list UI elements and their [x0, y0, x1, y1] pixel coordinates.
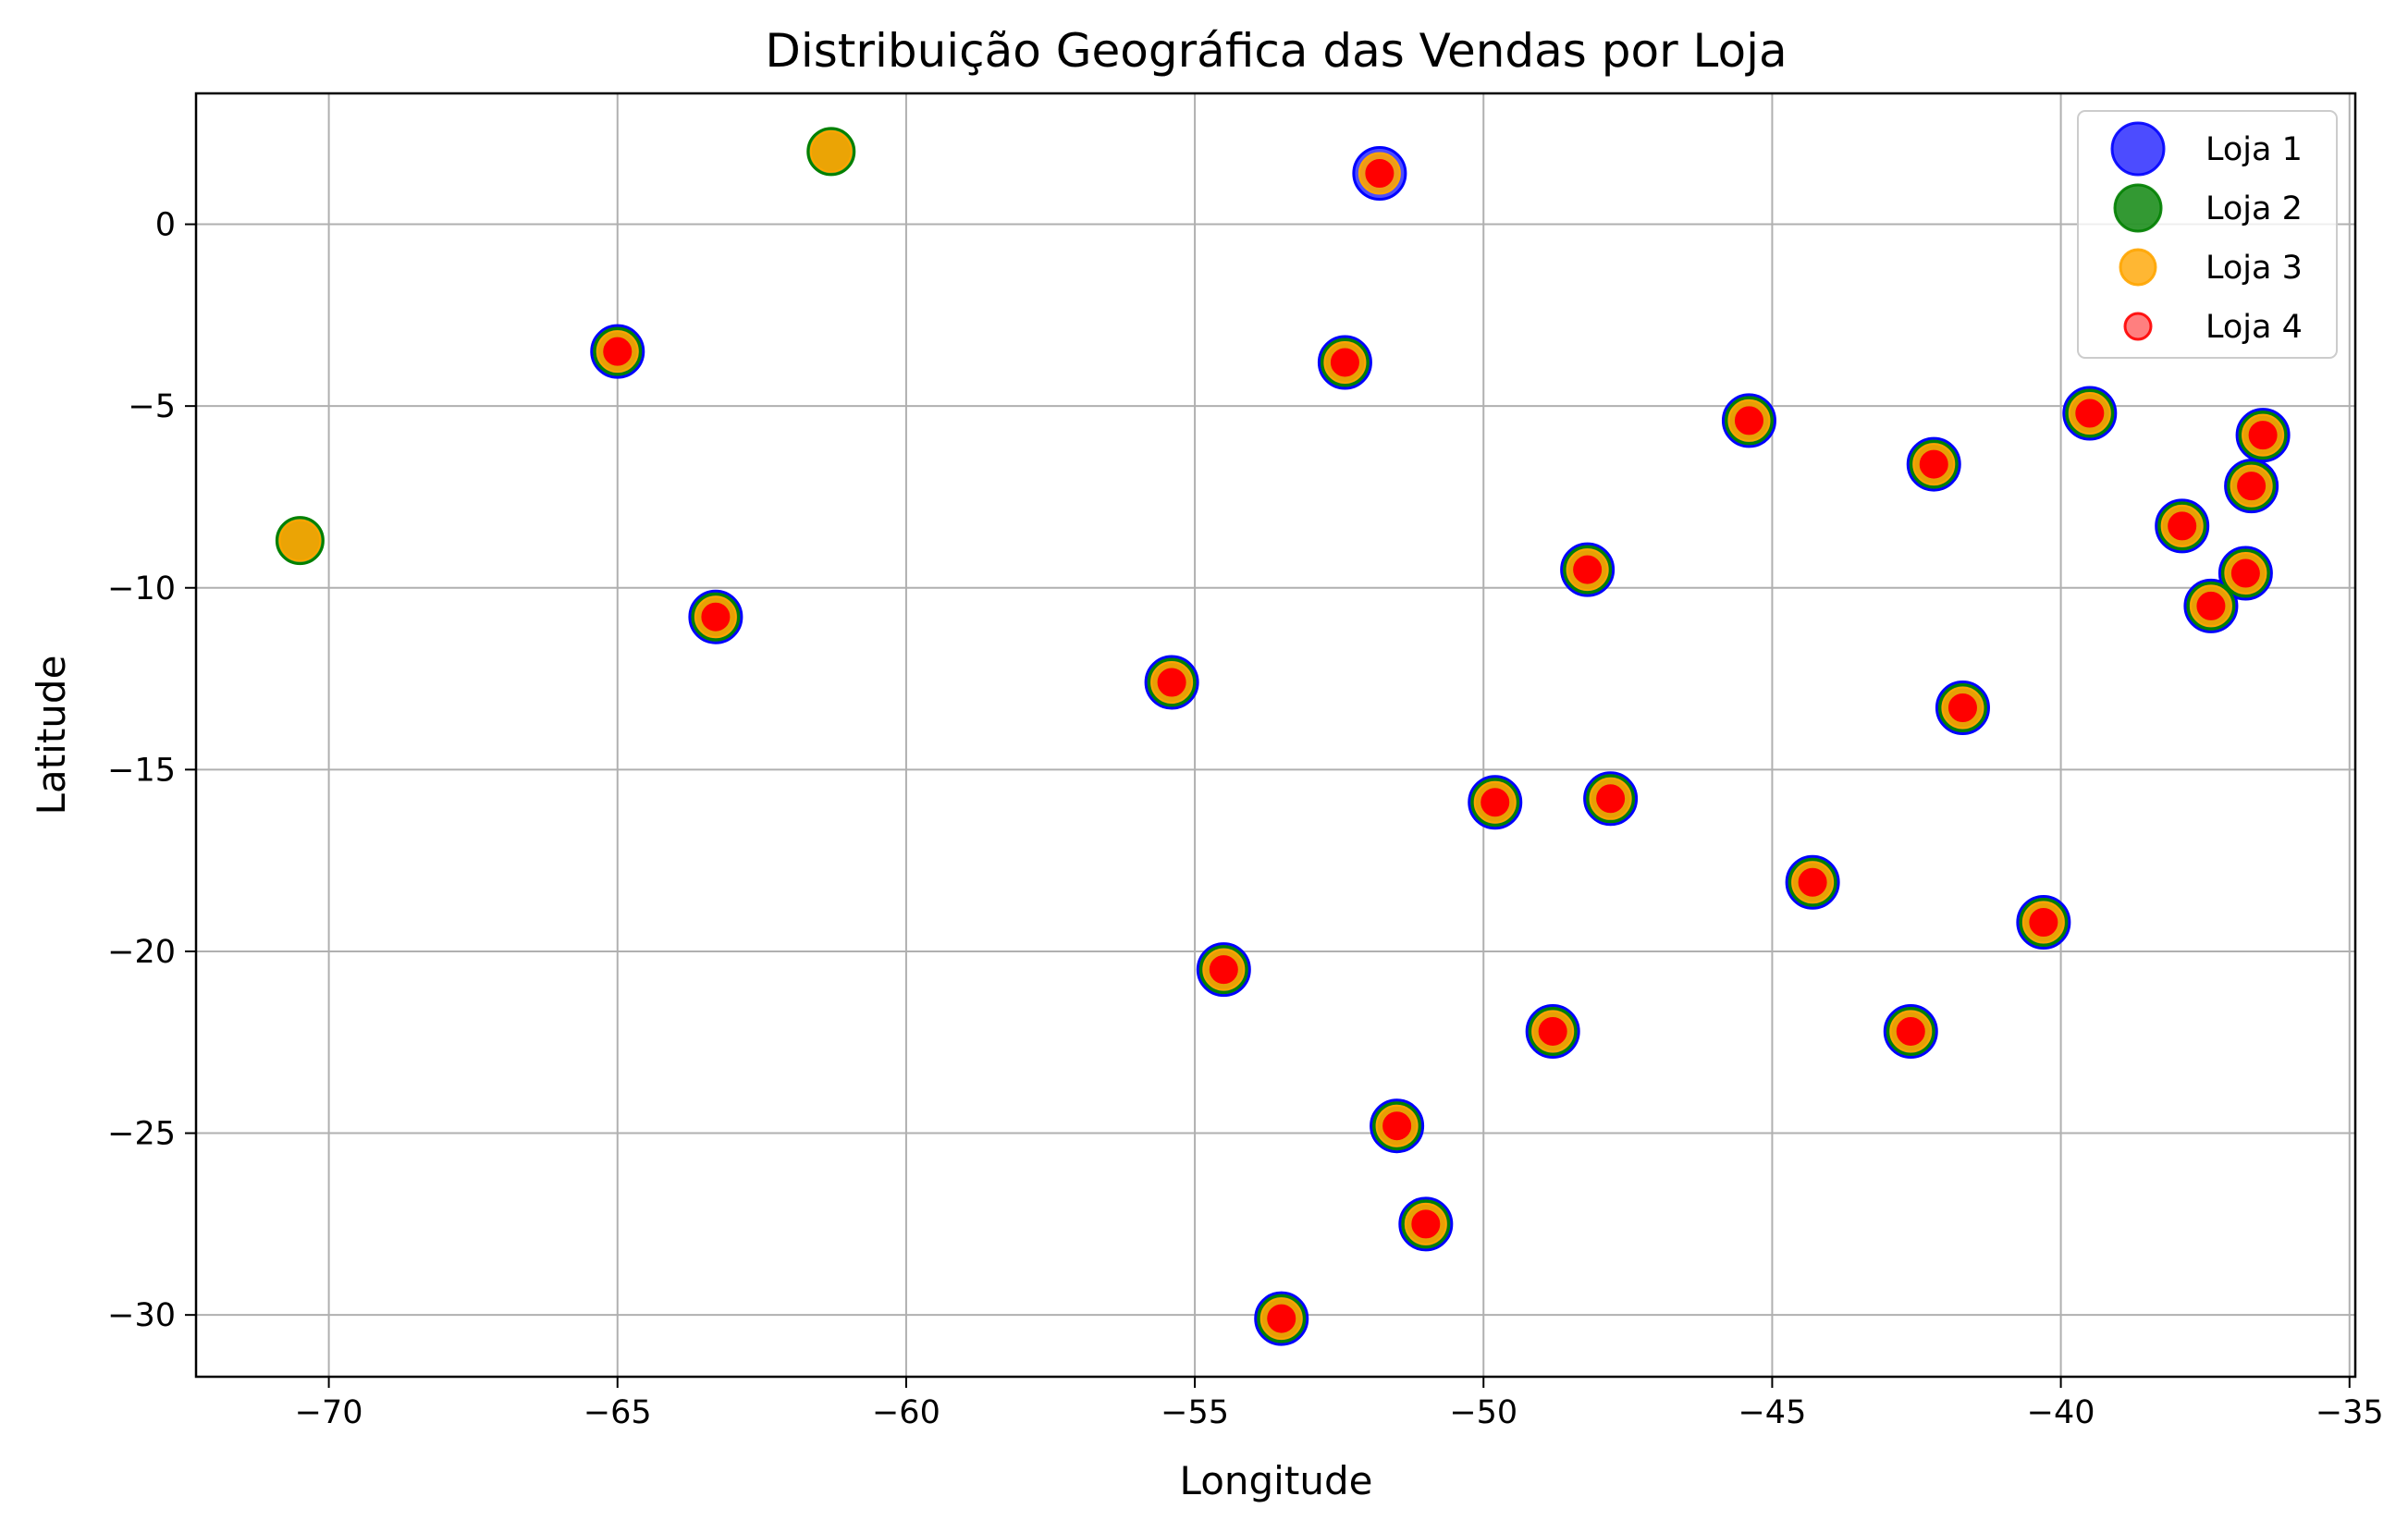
series-4-points — [603, 159, 2278, 1333]
x-tick-label: −40 — [2027, 1394, 2095, 1431]
x-tick-label: −35 — [2316, 1394, 2384, 1431]
series-4-point — [2237, 472, 2267, 501]
y-tick-label: 0 — [155, 207, 176, 244]
legend-label: Loja 3 — [2205, 250, 2303, 287]
x-tick-label: −55 — [1161, 1394, 1229, 1431]
series-4-point — [1896, 1016, 1925, 1046]
y-tick-label: −30 — [107, 1297, 176, 1334]
legend-marker — [2119, 248, 2157, 287]
y-tick-label: −20 — [107, 934, 176, 971]
x-tick-label: −60 — [872, 1394, 940, 1431]
series-4-point — [2029, 907, 2058, 937]
legend-marker — [2110, 121, 2166, 177]
x-tick-label: −65 — [584, 1394, 652, 1431]
series-4-point — [1734, 406, 1763, 435]
series-4-point — [1209, 955, 1238, 985]
legend-marker — [2113, 183, 2163, 233]
legend-label: Loja 4 — [2205, 309, 2303, 346]
series-4-point — [2248, 421, 2278, 450]
plot-frame — [194, 92, 2357, 1379]
series-3-point — [278, 519, 322, 562]
series-4-point — [1330, 348, 1359, 377]
y-tick-label: −25 — [107, 1116, 176, 1153]
series-4-point — [1919, 449, 1948, 479]
series-4-point — [1798, 867, 1827, 897]
legend-label: Loja 1 — [2205, 131, 2303, 168]
y-tick-label: −5 — [128, 388, 176, 425]
series-4-point — [2196, 591, 2226, 620]
series-4-point — [2075, 399, 2105, 428]
y-axis-label: Latitude — [29, 656, 74, 816]
x-axis-label: Longitude — [1180, 1458, 1373, 1503]
grid — [196, 93, 2355, 1377]
x-tick-label: −50 — [1449, 1394, 1517, 1431]
series-4-point — [2230, 558, 2260, 588]
legend-items: Loja 1 Loja 2 Loja 3 Loja 4 — [2110, 121, 2303, 346]
series-4-point — [1411, 1209, 1441, 1239]
y-tick-label: −15 — [107, 752, 176, 789]
series-4-point — [701, 602, 731, 632]
series-4-point — [603, 337, 633, 366]
series-4-point — [1573, 555, 1603, 584]
legend: Loja 1 Loja 2 Loja 3 Loja 4 — [2077, 110, 2338, 359]
series-4-point — [1538, 1016, 1567, 1046]
series-4-point — [1365, 159, 1394, 189]
y-tick-label: −10 — [107, 570, 176, 607]
data-points — [275, 127, 2291, 1346]
series-4-point — [1382, 1111, 1412, 1141]
series-3-point — [809, 129, 853, 173]
series-4-point — [1596, 784, 1626, 814]
axis-ticks: −70 −65 −60 −55 −50 −45 −40 −35 0 −5 −10 −15 −20 −25 −… — [107, 207, 2384, 1431]
series-4-point — [2168, 511, 2197, 541]
x-tick-label: −70 — [295, 1394, 363, 1431]
series-4-point — [1267, 1304, 1296, 1333]
series-4-point — [1157, 668, 1186, 697]
legend-label: Loja 2 — [2205, 190, 2303, 227]
series-4-point — [1947, 693, 1977, 723]
x-tick-label: −45 — [1738, 1394, 1806, 1431]
series-4-point — [1480, 788, 1510, 817]
legend-marker — [2123, 312, 2153, 341]
chart-title: Distribuição Geográfica das Vendas por L… — [765, 24, 1787, 78]
